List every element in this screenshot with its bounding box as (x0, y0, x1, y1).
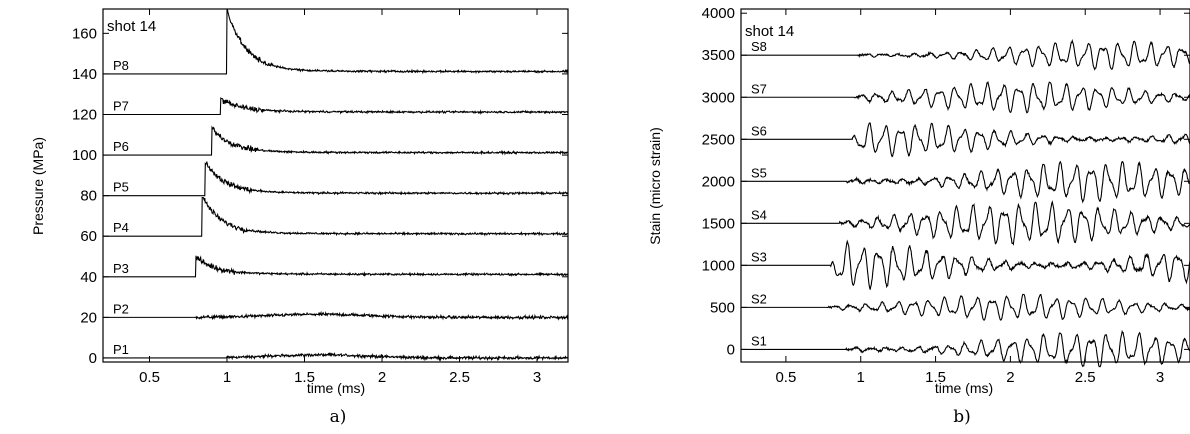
strain-trace-s2 (741, 294, 1190, 320)
strain-trace-label: S3 (751, 249, 767, 264)
strain-trace-s7 (741, 82, 1190, 113)
strain-y-tick-label: 3500 (702, 47, 735, 64)
strain-x-axis-title: time (ms) (935, 380, 993, 396)
strain-trace-label: S1 (751, 333, 767, 348)
strain-trace-s6 (741, 123, 1190, 157)
strain-y-tick-label: 3000 (702, 89, 735, 106)
pressure-trace-label: P8 (113, 58, 129, 73)
strain-trace-label: S4 (751, 207, 767, 222)
pressure-y-tick-label: 120 (72, 106, 97, 123)
strain-trace-label: S8 (751, 39, 767, 54)
pressure-trace-label: P1 (113, 342, 129, 357)
pressure-x-axis-title: time (ms) (307, 380, 365, 396)
pressure-x-tick-label: 1 (223, 369, 231, 386)
pressure-y-tick-label: 20 (80, 309, 97, 326)
pressure-y-tick-label: 0 (89, 350, 97, 367)
strain-y-tick-label: 2000 (702, 173, 735, 190)
strain-x-tick-label: 2 (1006, 369, 1014, 386)
strain-x-tick-label: 1 (857, 369, 865, 386)
strain-trace-s8 (741, 41, 1190, 70)
strain-x-tick-label: 2.5 (1075, 369, 1096, 386)
strain-trace-s5 (741, 162, 1190, 202)
strain-y-tick-label: 1500 (702, 215, 735, 232)
strain-trace-s3 (741, 241, 1190, 289)
pressure-annotation: shot 14 (107, 18, 156, 35)
strain-y-tick-label: 1000 (702, 257, 735, 274)
pressure-x-tick-label: 2.5 (449, 369, 470, 386)
pressure-x-tick-label: 2 (378, 369, 386, 386)
strain-annotation: shot 14 (745, 23, 794, 40)
strain-trace-s1 (741, 332, 1190, 367)
strain-x-tick-label: 0.5 (775, 369, 796, 386)
strain-x-tick-label: 3 (1156, 369, 1164, 386)
pressure-trace-label: P5 (113, 180, 129, 195)
strain-y-tick-label: 4000 (702, 5, 735, 22)
pressure-trace-p5 (103, 162, 568, 195)
pressure-y-tick-label: 80 (80, 188, 97, 205)
pressure-trace-label: P6 (113, 139, 129, 154)
strain-trace-label: S7 (751, 81, 767, 96)
strain-y-tick-label: 2500 (702, 131, 735, 148)
pressure-trace-p7 (103, 98, 568, 114)
pressure-y-axis-title: Pressure (MPa) (30, 137, 46, 235)
pressure-y-tick-label: 160 (72, 25, 97, 42)
pressure-plot-frame (103, 9, 568, 362)
pressure-x-tick-label: 3 (533, 369, 541, 386)
pressure-y-tick-label: 100 (72, 147, 97, 164)
pressure-trace-p3 (103, 256, 568, 277)
strain-y-tick-label: 500 (710, 299, 735, 316)
pressure-y-tick-label: 40 (80, 269, 97, 286)
pressure-trace-p2 (103, 313, 568, 319)
strain-panel-caption: b) (953, 407, 971, 427)
pressure-trace-p6 (103, 127, 568, 155)
pressure-trace-p8 (103, 10, 568, 74)
strain-y-axis-title: Stain (micro strain) (647, 127, 663, 244)
pressure-panel-caption: a) (330, 407, 347, 427)
strain-trace-label: S2 (751, 291, 767, 306)
pressure-trace-label: P4 (113, 220, 129, 235)
pressure-trace-p4 (103, 198, 568, 237)
pressure-trace-p1 (103, 353, 568, 360)
pressure-trace-label: P3 (113, 261, 129, 276)
pressure-trace-label: P2 (113, 301, 129, 316)
pressure-y-tick-label: 140 (72, 66, 97, 83)
strain-trace-label: S6 (751, 123, 767, 138)
strain-trace-s4 (741, 202, 1190, 244)
pressure-y-tick-label: 60 (80, 228, 97, 245)
strain-trace-label: S5 (751, 165, 767, 180)
pressure-x-tick-label: 0.5 (139, 369, 160, 386)
pressure-trace-label: P7 (113, 98, 129, 113)
strain-y-tick-label: 0 (727, 341, 735, 358)
